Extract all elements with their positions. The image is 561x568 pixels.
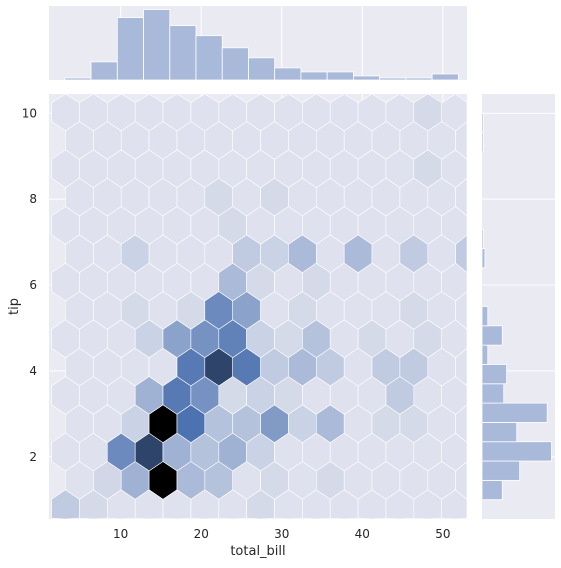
marginal-x-bar bbox=[405, 77, 433, 81]
marginal-x-bar bbox=[326, 71, 354, 81]
marginal-y-bar bbox=[481, 479, 503, 501]
marginal-y-bar bbox=[481, 402, 548, 423]
y-tick-labels: 2 4 6 8 10 bbox=[22, 106, 37, 463]
marginal-x-bar bbox=[431, 73, 459, 81]
marginal-x-bar bbox=[353, 75, 381, 81]
y-tick-label: 2 bbox=[29, 450, 37, 464]
x-tick-label: 30 bbox=[274, 527, 289, 541]
joint-axes: 10 20 30 40 50 2 4 6 8 10 total_bill tip bbox=[7, 93, 468, 559]
marginal-x-bar bbox=[300, 71, 328, 81]
marginal-y-bar bbox=[481, 383, 505, 404]
marginal-x-bars bbox=[64, 9, 459, 81]
x-tick-label: 40 bbox=[355, 527, 370, 541]
marginal-x-bar bbox=[221, 47, 249, 81]
marginal-y-bar bbox=[481, 364, 508, 385]
marginal-y-bar bbox=[481, 422, 518, 443]
marginal-x-bar bbox=[195, 35, 223, 81]
y-tick-label: 6 bbox=[29, 278, 37, 292]
marginal-y-bar bbox=[481, 460, 521, 481]
marginal-x-histogram bbox=[49, 6, 467, 81]
marginal-y-bar bbox=[481, 248, 486, 269]
marginal-y-bar bbox=[481, 228, 484, 249]
marginal-x-bar bbox=[64, 77, 92, 81]
marginal-x-bar bbox=[274, 67, 302, 81]
y-tick-label: 8 bbox=[29, 192, 37, 206]
marginal-y-bars bbox=[481, 112, 552, 501]
marginal-y-bar bbox=[481, 132, 484, 153]
marginal-y-bar bbox=[481, 112, 484, 134]
x-tick-label: 20 bbox=[194, 527, 209, 541]
marginal-x-bar bbox=[248, 57, 276, 81]
y-axis-label: tip bbox=[7, 298, 22, 315]
x-axis-label: total_bill bbox=[230, 544, 285, 559]
marginal-x-bar bbox=[143, 9, 171, 81]
marginal-y-bar bbox=[481, 441, 552, 462]
x-tick-label: 50 bbox=[435, 527, 450, 541]
hexbin-cell bbox=[441, 93, 468, 132]
y-tick-label: 10 bbox=[22, 106, 37, 120]
marginal-x-bar bbox=[169, 25, 197, 81]
marginal-y-bar bbox=[481, 325, 503, 346]
y-tick-label: 4 bbox=[29, 364, 37, 378]
marginal-x-bar bbox=[379, 77, 407, 81]
marginal-y-histogram bbox=[481, 94, 555, 519]
hexbin-layer bbox=[51, 93, 468, 520]
marginal-y-bar bbox=[481, 344, 489, 365]
marginal-x-bar bbox=[90, 61, 118, 81]
x-tick-label: 10 bbox=[113, 527, 128, 541]
marginal-x-bar bbox=[116, 17, 144, 81]
marginal-y-bar bbox=[481, 306, 489, 327]
x-tick-labels: 10 20 30 40 50 bbox=[113, 527, 450, 541]
